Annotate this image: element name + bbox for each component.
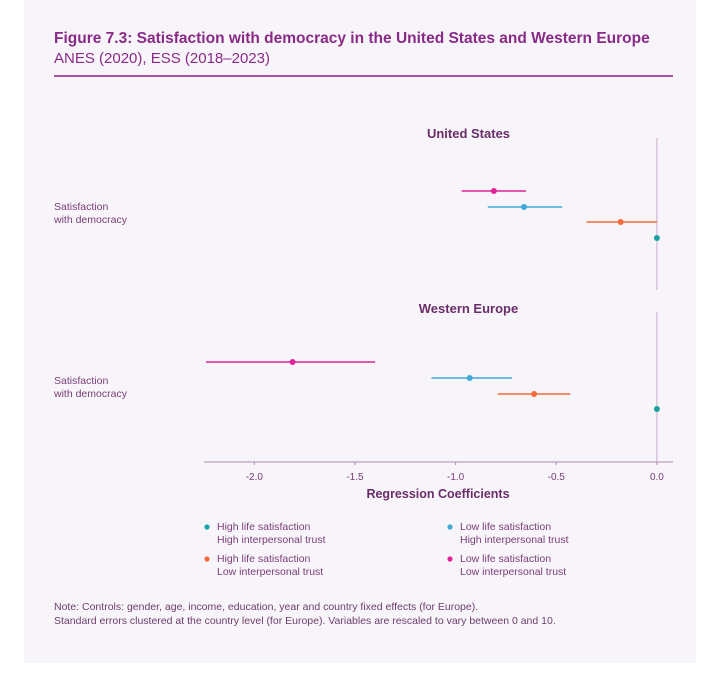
point-hl bbox=[531, 391, 538, 397]
legend-label: High interpersonal trust bbox=[217, 534, 326, 546]
legend-marker-hl bbox=[204, 556, 210, 562]
point-lh bbox=[521, 204, 528, 210]
point-hh bbox=[653, 406, 660, 412]
legend-label: Low life satisfaction bbox=[460, 521, 551, 533]
legend-label: Low interpersonal trust bbox=[460, 566, 566, 578]
figure-panel bbox=[24, 0, 696, 663]
legend-label: Low life satisfaction bbox=[460, 553, 551, 565]
panel-title: Western Europe bbox=[419, 301, 518, 316]
x-tick-label: -1.5 bbox=[346, 472, 364, 483]
note-line-2: Standard errors clustered at the country… bbox=[54, 615, 556, 627]
legend-label: High interpersonal trust bbox=[460, 534, 569, 546]
point-lh bbox=[466, 375, 473, 381]
x-tick-label: -0.5 bbox=[548, 472, 566, 483]
figure-title: Figure 7.3: Satisfaction with democracy … bbox=[54, 30, 650, 47]
figure-note: Note: Controls: gender, age, income, edu… bbox=[54, 600, 556, 628]
legend-label: Low interpersonal trust bbox=[217, 566, 323, 578]
panel-title: United States bbox=[427, 126, 510, 141]
legend-marker-ll bbox=[447, 556, 453, 562]
point-ll bbox=[289, 359, 296, 365]
x-tick-label: -2.0 bbox=[246, 472, 264, 483]
row-label: with democracy bbox=[53, 388, 128, 400]
row-label: Satisfaction bbox=[54, 201, 108, 213]
legend-marker-hh bbox=[204, 524, 210, 530]
title-divider bbox=[54, 75, 673, 77]
legend-label: High life satisfaction bbox=[217, 553, 311, 565]
point-ll bbox=[490, 188, 497, 194]
note-line-1: Note: Controls: gender, age, income, edu… bbox=[54, 601, 479, 613]
figure-subtitle: ANES (2020), ESS (2018–2023) bbox=[54, 50, 270, 67]
x-tick-label: -1.0 bbox=[447, 472, 465, 483]
x-axis-title: Regression Coefficients bbox=[366, 487, 509, 501]
point-hh bbox=[653, 235, 660, 241]
point-hl bbox=[617, 219, 624, 225]
legend-marker-lh bbox=[447, 524, 453, 530]
x-tick-label: 0.0 bbox=[650, 472, 664, 483]
legend-label: High life satisfaction bbox=[217, 521, 311, 533]
row-label: Satisfaction bbox=[54, 375, 108, 387]
row-label: with democracy bbox=[53, 214, 128, 226]
